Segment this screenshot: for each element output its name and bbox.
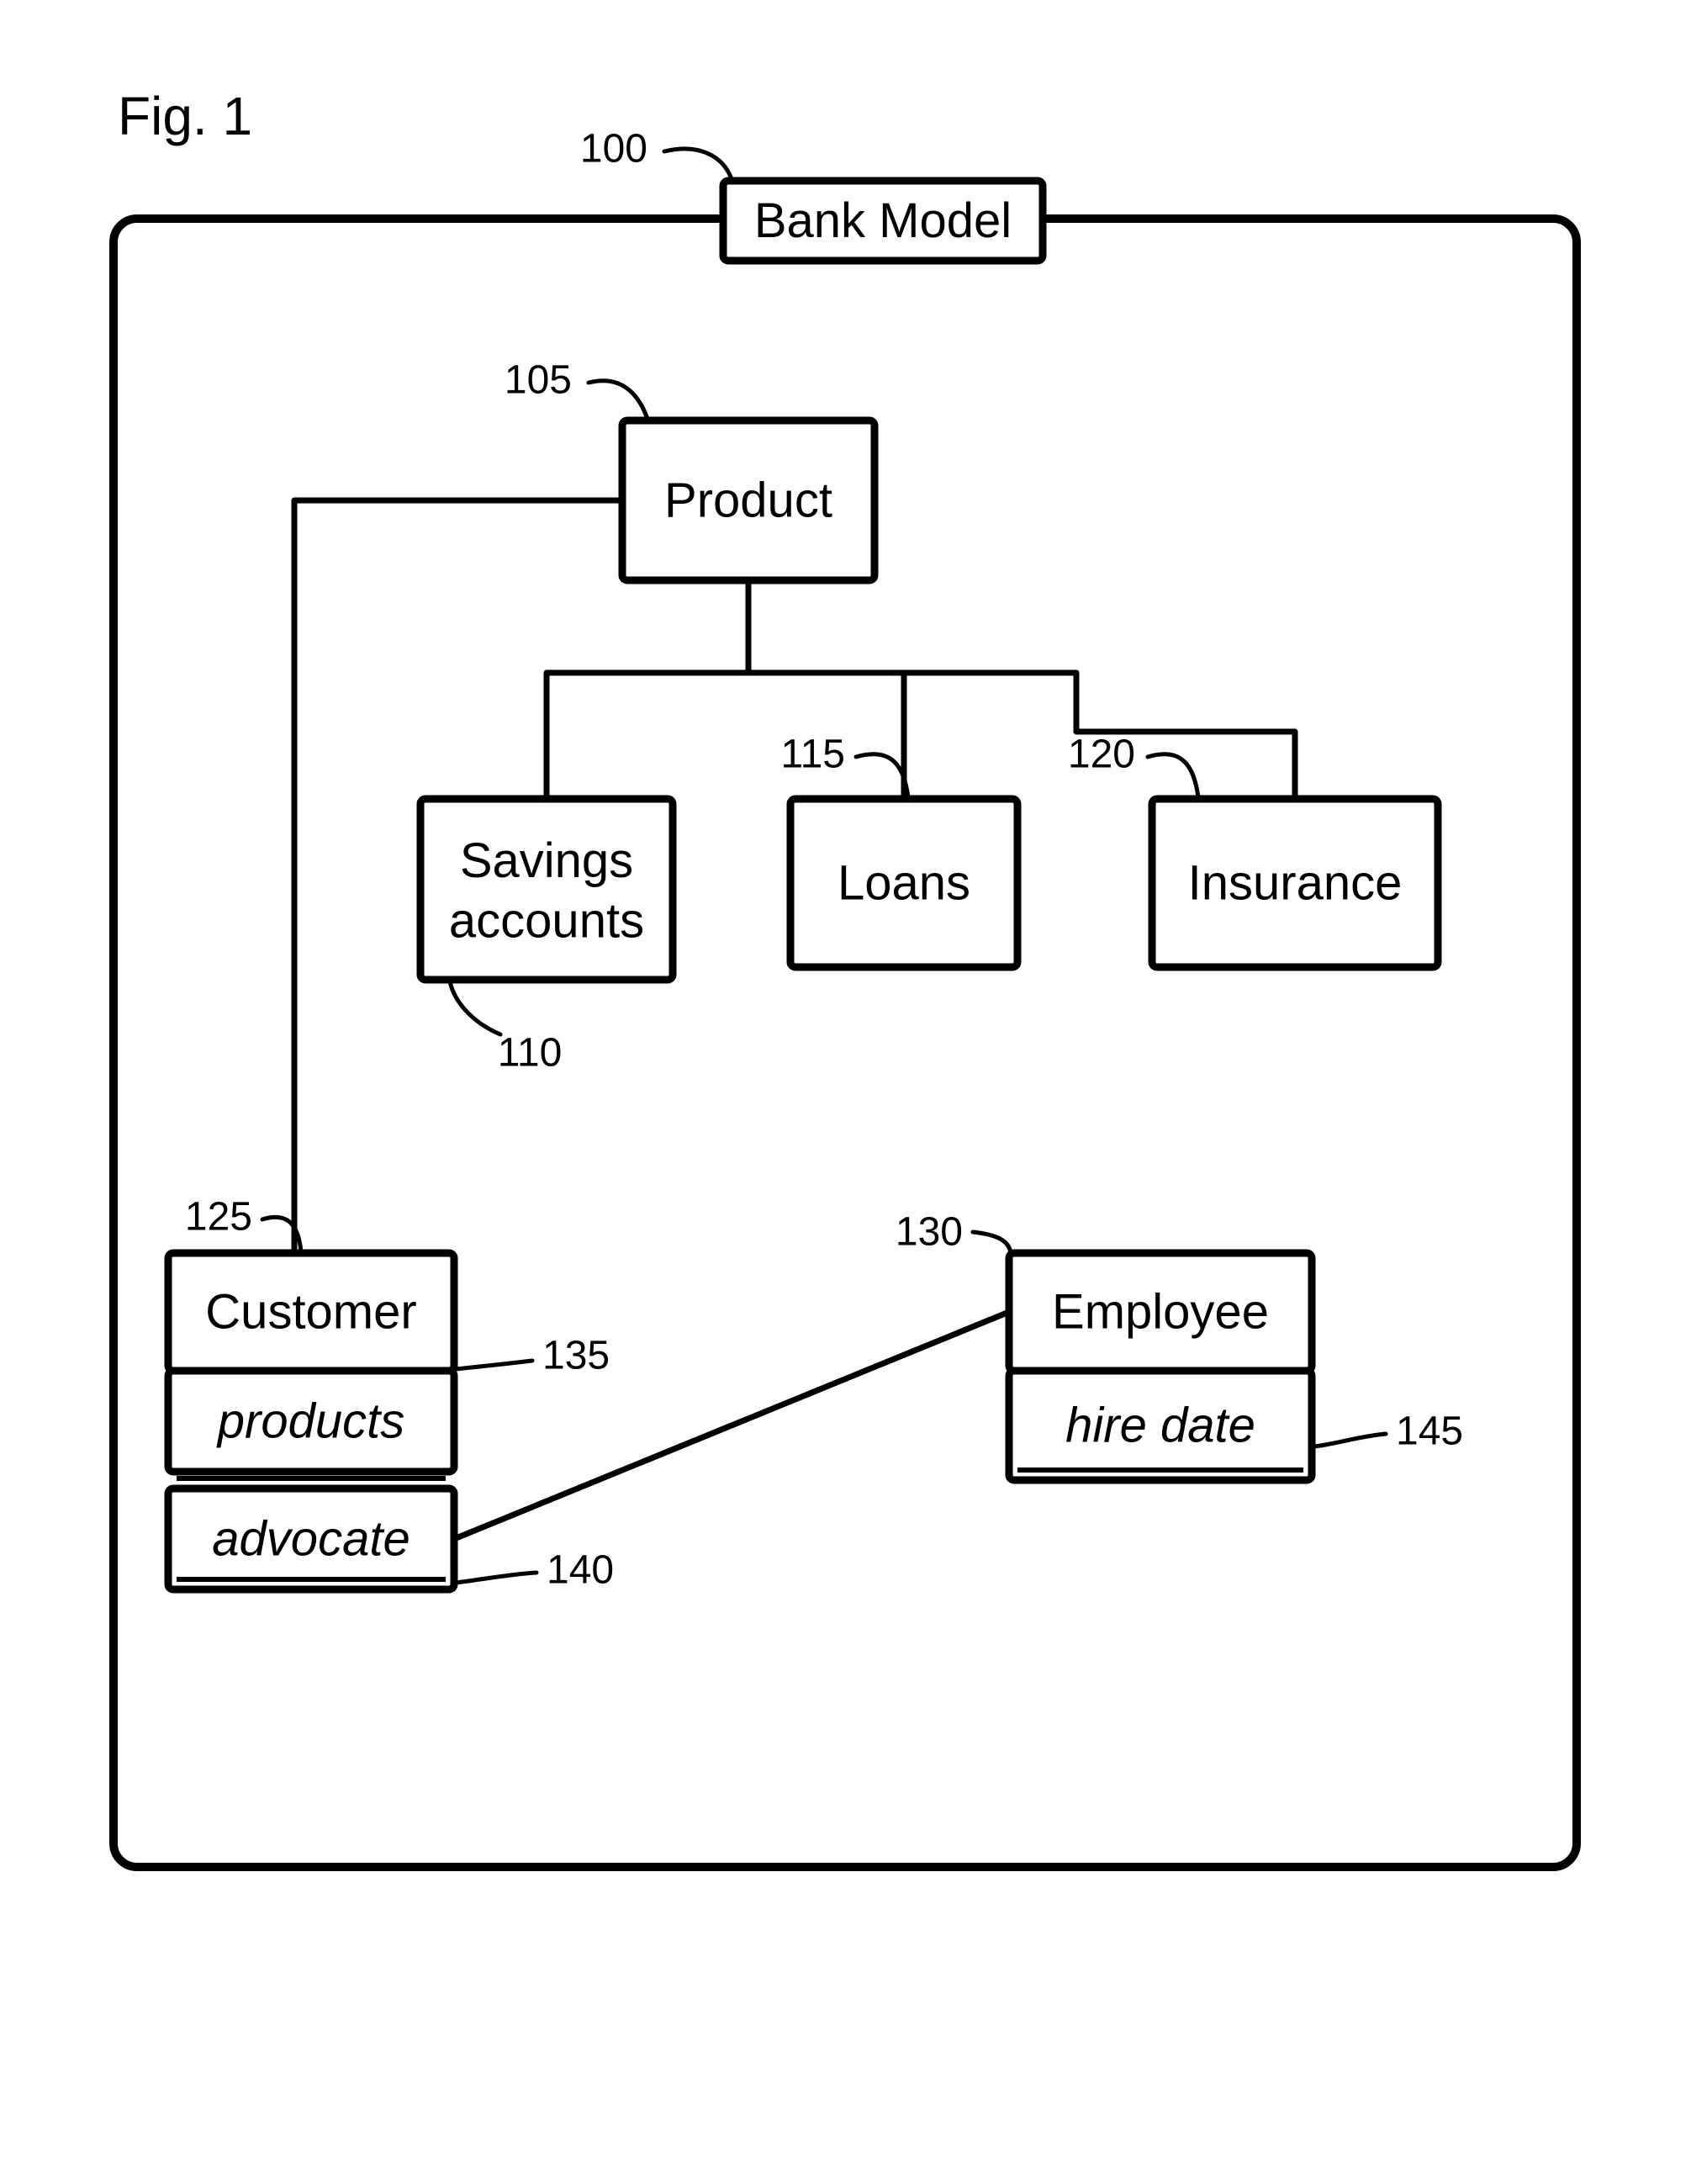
node-savings: Savings accounts bbox=[420, 799, 673, 980]
node-insurance: Insurance bbox=[1152, 799, 1438, 967]
node-bank_model-label: Bank Model bbox=[754, 193, 1012, 248]
ref-label-100: 100 bbox=[580, 127, 647, 172]
figure-label: Fig. 1 bbox=[118, 86, 252, 146]
node-savings-label-0: Savings bbox=[460, 833, 633, 888]
ref-label-125: 125 bbox=[185, 1195, 252, 1240]
ref-label-140: 140 bbox=[547, 1548, 614, 1593]
node-insurance-label: Insurance bbox=[1188, 855, 1403, 910]
ref-label-135: 135 bbox=[542, 1334, 610, 1378]
ref-label-130: 130 bbox=[896, 1210, 963, 1255]
node-products-label: products bbox=[216, 1393, 404, 1448]
node-customer-label: Customer bbox=[205, 1284, 416, 1339]
node-employee: Employee bbox=[1009, 1253, 1312, 1371]
ref-label-110: 110 bbox=[498, 1031, 563, 1076]
node-savings-label-1: accounts bbox=[449, 894, 644, 949]
node-employee-label: Employee bbox=[1052, 1284, 1269, 1339]
node-products: products bbox=[168, 1371, 454, 1472]
node-product-label: Product bbox=[664, 473, 832, 527]
node-bank_model: Bank Model bbox=[723, 181, 1043, 261]
node-hiredate-label: hire date bbox=[1065, 1398, 1255, 1452]
ref-label-115: 115 bbox=[780, 732, 845, 777]
node-hiredate: hire date bbox=[1009, 1371, 1312, 1480]
ref-label-145: 145 bbox=[1396, 1409, 1463, 1454]
ref-label-120: 120 bbox=[1068, 732, 1135, 777]
background bbox=[0, 0, 1691, 2184]
node-loans: Loans bbox=[790, 799, 1017, 967]
node-product: Product bbox=[622, 420, 875, 580]
node-customer: Customer bbox=[168, 1253, 454, 1371]
diagram-canvas: Fig. 1 Bank Model Product Savings accounts Lo… bbox=[0, 0, 1691, 2184]
node-loans-label: Loans bbox=[838, 855, 970, 910]
ref-label-105: 105 bbox=[505, 358, 572, 403]
node-advocate: advocate bbox=[168, 1489, 454, 1589]
node-advocate-label: advocate bbox=[212, 1511, 410, 1566]
